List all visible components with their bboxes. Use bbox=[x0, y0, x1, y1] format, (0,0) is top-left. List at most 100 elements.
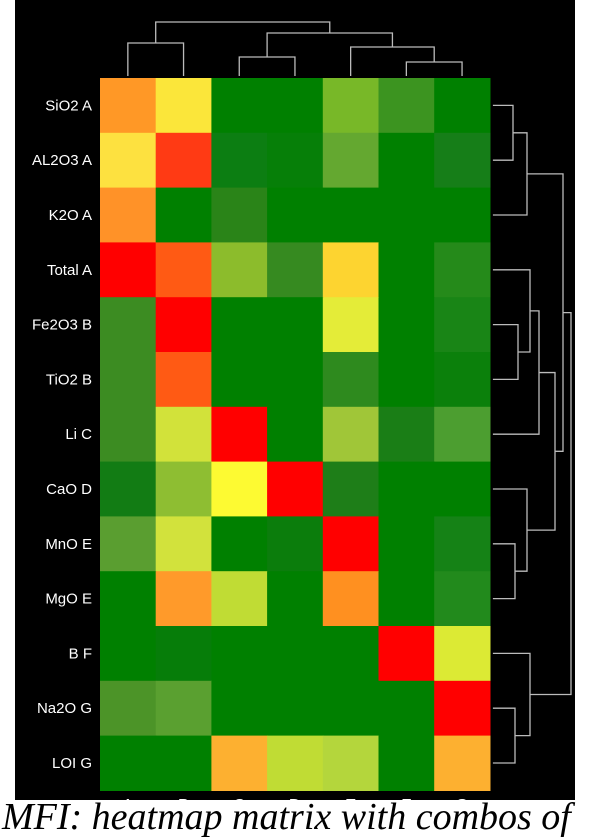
heatmap-cell bbox=[155, 352, 212, 408]
heatmap-cell bbox=[211, 78, 268, 134]
heatmap-cell bbox=[211, 187, 268, 243]
heatmap-cell bbox=[378, 626, 435, 682]
heatmap-cell bbox=[378, 680, 435, 737]
column-label: F bbox=[401, 795, 411, 800]
heatmap-cell bbox=[100, 132, 157, 189]
heatmap-cell bbox=[211, 735, 268, 791]
row-label: TiO2 B bbox=[46, 371, 92, 388]
heatmap-cell bbox=[267, 297, 324, 353]
heatmap-cell bbox=[322, 352, 380, 408]
heatmap-cell bbox=[322, 680, 380, 737]
heatmap-cell bbox=[155, 297, 212, 353]
column-labels: A B C D E F G bbox=[122, 795, 468, 800]
heatmap-cell bbox=[378, 242, 435, 298]
row-labels: SiO2 A AL2O3 A K2O A Total A Fe2O3 B TiO2 B Li… bbox=[32, 97, 92, 772]
heatmap-cell bbox=[155, 132, 212, 189]
heatmap-cell bbox=[434, 461, 491, 517]
heatmap-cell bbox=[267, 187, 324, 243]
heatmap-cell bbox=[211, 352, 268, 408]
column-dendrogram bbox=[127, 21, 463, 76]
row-dendrogram-link bbox=[492, 707, 516, 764]
heatmap-cell bbox=[378, 352, 435, 408]
heatmap-cell bbox=[100, 242, 157, 298]
heatmap-cell bbox=[434, 132, 491, 189]
heatmap-cell bbox=[100, 187, 157, 243]
heatmap-cell bbox=[100, 297, 157, 353]
heatmap-cell bbox=[378, 406, 435, 463]
heatmap-cell bbox=[267, 735, 324, 791]
row-label: Fe2O3 B bbox=[32, 317, 92, 334]
heatmap-cell bbox=[434, 242, 491, 298]
heatmap-cell bbox=[211, 516, 268, 572]
heatmap-cell bbox=[322, 626, 380, 682]
heatmap-cell bbox=[267, 242, 324, 298]
row-label: Total A bbox=[47, 262, 92, 279]
column-dendrogram-link bbox=[155, 21, 331, 43]
row-label: MnO E bbox=[45, 536, 92, 553]
heatmap-cell bbox=[434, 187, 491, 243]
heatmap-cell bbox=[378, 132, 435, 189]
heatmap-cell bbox=[155, 735, 212, 791]
heatmap-cell bbox=[378, 516, 435, 572]
heatmap-cell bbox=[322, 406, 380, 463]
row-label: LOI G bbox=[52, 755, 92, 772]
heatmap-cell bbox=[155, 406, 212, 463]
row-dendrogram-link bbox=[492, 269, 531, 353]
heatmap-cell bbox=[155, 461, 212, 517]
heatmap-cell bbox=[211, 571, 268, 627]
heatmap-cell bbox=[155, 78, 212, 134]
heatmap-cell bbox=[434, 297, 491, 353]
heatmap-cell bbox=[211, 132, 268, 189]
column-label: C bbox=[233, 795, 245, 800]
heatmap-cell bbox=[211, 626, 268, 682]
heatmap-cell bbox=[267, 571, 324, 627]
heatmap-cell bbox=[267, 406, 324, 463]
heatmap-cell bbox=[322, 132, 380, 189]
heatmap-cells bbox=[100, 78, 491, 791]
row-dendrogram-link bbox=[492, 652, 531, 737]
heatmap-cell bbox=[100, 735, 157, 791]
heatmap-cell bbox=[267, 680, 324, 737]
heatmap-cell bbox=[267, 78, 324, 134]
column-label: A bbox=[122, 795, 134, 800]
heatmap-cell bbox=[322, 735, 380, 791]
heatmap-cell bbox=[211, 297, 268, 353]
row-dendrogram-link bbox=[527, 371, 556, 531]
heatmap-cell bbox=[155, 680, 212, 737]
row-label: K2O A bbox=[49, 207, 92, 224]
column-label: E bbox=[345, 795, 356, 800]
heatmap-cell bbox=[267, 516, 324, 572]
heatmap-cell bbox=[267, 461, 324, 517]
row-dendrogram-link bbox=[492, 488, 528, 572]
heatmap-cell bbox=[322, 242, 380, 298]
heatmap-cell bbox=[434, 516, 491, 572]
row-dendrogram-link bbox=[492, 310, 540, 435]
row-label: CaO D bbox=[46, 481, 92, 498]
heatmap-cell bbox=[155, 516, 212, 572]
row-dendrogram-link bbox=[492, 104, 514, 161]
row-label: AL2O3 A bbox=[32, 152, 92, 169]
heatmap-cell bbox=[434, 571, 491, 627]
heatmap-cell bbox=[211, 406, 268, 463]
heatmap-cell bbox=[434, 735, 491, 791]
row-dendrogram-link bbox=[527, 173, 564, 452]
heatmap-cell bbox=[378, 187, 435, 243]
heatmap-cell bbox=[155, 571, 212, 627]
heatmap-cell bbox=[322, 78, 380, 134]
heatmap-cell bbox=[100, 680, 157, 737]
row-dendrogram-link bbox=[492, 132, 528, 216]
column-dendrogram-link bbox=[266, 32, 394, 57]
column-label: B bbox=[178, 795, 189, 800]
row-label: Na2O G bbox=[37, 700, 92, 717]
heatmap-cell bbox=[100, 571, 157, 627]
row-label: B F bbox=[69, 645, 92, 662]
heatmap-cell bbox=[267, 132, 324, 189]
heatmap-cell bbox=[267, 626, 324, 682]
heatmap-cell bbox=[434, 626, 491, 682]
heatmap-cell bbox=[100, 352, 157, 408]
heatmap-cell bbox=[155, 242, 212, 298]
heatmap-cell bbox=[155, 187, 212, 243]
heatmap-cell bbox=[100, 516, 157, 572]
column-label: G bbox=[455, 795, 468, 800]
